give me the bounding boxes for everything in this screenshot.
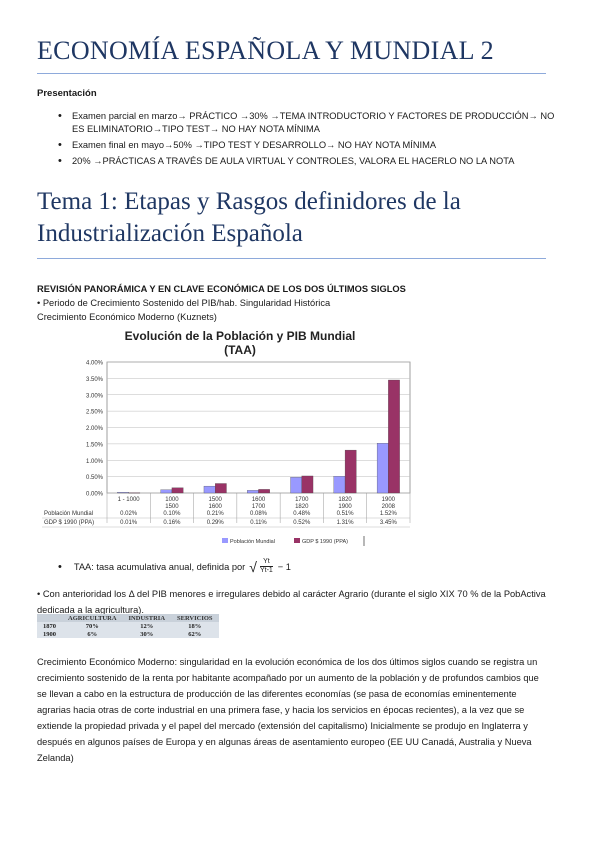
- bar: [203, 485, 216, 494]
- table-row: 1870 70% 12% 18%: [37, 622, 219, 630]
- bullet-item: 20% →PRÁCTICAS A TRAVÉS DE AULA VIRTUAL …: [58, 155, 558, 168]
- data-label: 0.08%: [250, 511, 268, 517]
- data-label: 0.16%: [163, 520, 181, 526]
- table-cell: 70%: [62, 622, 123, 630]
- sector-table: AGRICULTURA INDUSTRIA SERVICIOS 1870 70%…: [37, 614, 219, 638]
- data-label: 3.45%: [380, 520, 398, 526]
- data-label: 0.10%: [163, 511, 181, 517]
- table-row: 1900 6% 30% 62%: [37, 630, 219, 638]
- y-tick-label: 0.00%: [86, 492, 104, 498]
- bar: [388, 379, 400, 494]
- legend-swatch: [222, 538, 228, 543]
- formula-numerator: Yt: [259, 558, 273, 567]
- title-rule: [37, 73, 546, 74]
- y-tick-label: 4.00%: [86, 361, 104, 367]
- bar: [117, 492, 129, 494]
- x-tick-label: 1500: [165, 504, 179, 510]
- taa-definition: • TAA: tasa acumulativa anual, definida …: [58, 558, 291, 575]
- table-cell: 18%: [171, 622, 219, 630]
- taa-text: TAA: tasa acumulativa anual, definida po…: [73, 561, 246, 572]
- bullet-item: Examen final en mayo→50% →TIPO TEST Y DE…: [58, 139, 558, 152]
- legend-label: GDP $ 1990 (PPA): [302, 539, 348, 545]
- x-tick-label: 1000: [165, 497, 179, 503]
- x-tick-label: 1500: [209, 497, 223, 503]
- topic-rule: [37, 258, 546, 259]
- x-tick-label: 1820: [295, 504, 309, 510]
- x-tick-label: 2008: [382, 504, 396, 510]
- sector-table-header: SERVICIOS: [171, 614, 219, 622]
- sector-table-header: [37, 614, 62, 622]
- formula-denominator: Yt-1: [259, 567, 273, 574]
- chart-title: Evolución de la Población y PIB Mundial: [124, 329, 356, 343]
- legend-label: Población Mundial: [230, 539, 275, 545]
- table-cell: 1900: [37, 630, 62, 638]
- y-tick-label: 2.50%: [86, 410, 104, 416]
- x-tick-label: 1700: [252, 504, 266, 510]
- y-tick-label: 0.50%: [86, 475, 104, 481]
- kuznets-line: Crecimiento Económico Moderno (Kuznets): [37, 312, 217, 322]
- bar: [171, 487, 184, 494]
- topic-title: Tema 1: Etapas y Rasgos definidores de l…: [37, 188, 461, 247]
- y-tick-label: 1.00%: [86, 459, 104, 465]
- bar: [344, 449, 357, 494]
- legend-swatch: [294, 538, 300, 543]
- data-label: 0.48%: [293, 511, 311, 517]
- chart-title-block: Evolución de la Población y PIB Mundial …: [100, 329, 380, 357]
- x-tick-label: 1700: [295, 497, 309, 503]
- data-label: 0.11%: [250, 520, 267, 526]
- presentation-bullets: Examen parcial en marzo→ PRÁCTICO →30% →…: [58, 110, 558, 171]
- agrarian-paragraph: • Con anterioridad los Δ del PIB menores…: [37, 589, 546, 615]
- bar: [376, 443, 389, 494]
- table-cell: 6%: [62, 630, 123, 638]
- taa-formula: √ Yt Yt-1 − 1: [249, 558, 291, 575]
- table-cell: 30%: [122, 630, 172, 638]
- data-label: 0.01%: [120, 520, 138, 526]
- bar: [215, 483, 227, 494]
- bar: [128, 492, 141, 494]
- chart-subtitle: (TAA): [224, 343, 256, 357]
- bar: [160, 489, 173, 494]
- data-label: 0.51%: [337, 511, 355, 517]
- formula-tail: − 1: [277, 561, 291, 572]
- formula-fraction: Yt Yt-1: [259, 558, 273, 575]
- table-cell: 1870: [37, 622, 62, 630]
- x-tick-label: 1900: [382, 497, 396, 503]
- data-label: 1.31%: [337, 520, 355, 526]
- data-label: 0.21%: [207, 511, 225, 517]
- data-label: 0.52%: [293, 520, 311, 526]
- bar: [301, 475, 314, 494]
- growth-period-line: • Periodo de Crecimiento Sostenido del P…: [37, 298, 331, 308]
- x-tick-label: 1820: [338, 497, 352, 503]
- x-tick-label: 1900: [338, 504, 352, 510]
- y-tick-label: 1.50%: [86, 442, 104, 448]
- y-tick-label: 2.00%: [86, 426, 104, 432]
- presentation-label: Presentación: [37, 88, 97, 99]
- table-cell: 12%: [122, 622, 172, 630]
- bar: [290, 477, 302, 494]
- y-tick-label: 3.50%: [86, 377, 104, 383]
- modern-growth-paragraph: Crecimiento Económico Moderno: singulari…: [37, 657, 539, 763]
- bullet-dot: •: [58, 560, 62, 573]
- population-gdp-chart: 4.00% 3.50% 3.00% 2.50% 2.00% 1.50% 1.00% 0.50%…: [42, 361, 411, 546]
- data-row-label: Población Mundial: [44, 511, 93, 517]
- table-cell: 62%: [171, 630, 219, 638]
- data-label: 0.29%: [207, 520, 225, 526]
- x-tick-label: 1600: [209, 504, 223, 510]
- y-tick-label: 3.00%: [86, 393, 104, 399]
- sector-table-header: INDUSTRIA: [122, 614, 172, 622]
- document-title: ECONOMÍA ESPAÑOLA Y MUNDIAL 2: [37, 36, 494, 65]
- x-tick-label: 1600: [252, 497, 266, 503]
- sqrt-symbol: √: [249, 558, 257, 575]
- x-tick-label: 1 - 1000: [118, 497, 141, 503]
- bullet-item: Examen parcial en marzo→ PRÁCTICO →30% →…: [58, 110, 558, 136]
- bar: [333, 476, 346, 494]
- section-heading: REVISIÓN PANORÁMICA Y EN CLAVE ECONÓMICA…: [37, 284, 406, 294]
- data-label: 1.52%: [380, 511, 398, 517]
- data-label: 0.02%: [120, 511, 138, 517]
- sector-table-header: AGRICULTURA: [62, 614, 123, 622]
- data-row-label: GDP $ 1990 (PPA): [44, 520, 94, 526]
- bar: [247, 490, 259, 494]
- bar: [258, 489, 270, 494]
